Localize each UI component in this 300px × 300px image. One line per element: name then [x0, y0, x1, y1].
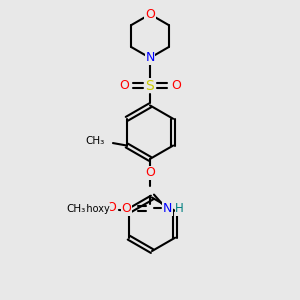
Text: O: O	[121, 202, 131, 215]
Text: O: O	[119, 79, 129, 92]
Text: N: N	[163, 202, 172, 215]
Text: N: N	[145, 51, 155, 64]
Text: O: O	[106, 202, 116, 214]
Text: methoxy: methoxy	[67, 204, 110, 214]
Text: CH₃: CH₃	[66, 204, 85, 214]
Text: O: O	[145, 8, 155, 21]
Text: O: O	[171, 79, 181, 92]
Text: CH₃: CH₃	[86, 136, 105, 146]
Text: H: H	[175, 202, 184, 215]
Text: S: S	[146, 79, 154, 93]
Text: O: O	[145, 166, 155, 179]
